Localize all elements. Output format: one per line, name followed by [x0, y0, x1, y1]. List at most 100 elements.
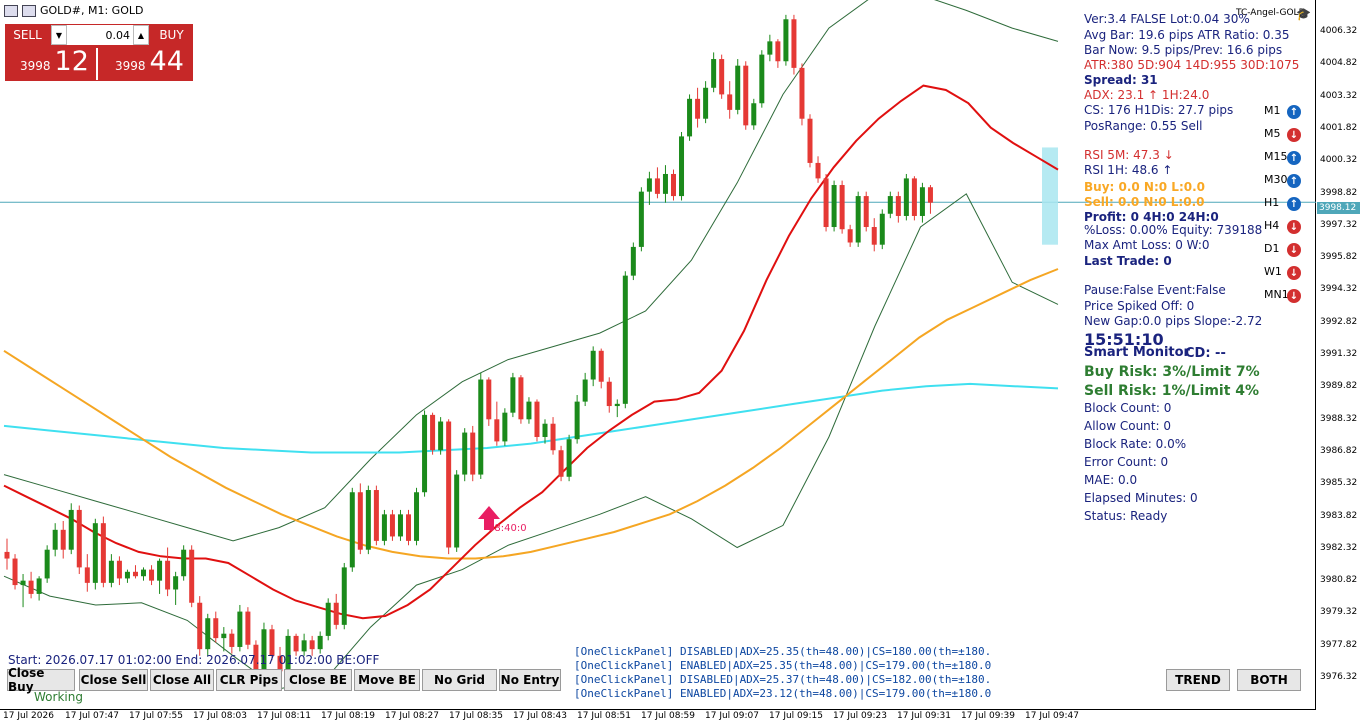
close-all-button[interactable]: Close All — [150, 669, 214, 691]
candle-body — [719, 59, 725, 95]
trend-mode-button[interactable]: TREND — [1166, 669, 1230, 691]
lot-increase-icon[interactable]: ▲ — [133, 25, 149, 45]
candle-body — [903, 178, 909, 216]
info-line: Profit: 0 4H:0 24H:0 — [1084, 210, 1219, 224]
lot-size-control[interactable]: ▼ 0.04 ▲ — [51, 25, 149, 45]
info-line: 15:51:10 — [1084, 330, 1164, 349]
buy-price-pips: 44 — [149, 46, 184, 77]
expert-advisor-cap-icon[interactable]: 🎓 — [1296, 7, 1311, 21]
no-entry-button[interactable]: No Entry — [499, 669, 561, 691]
time-axis-tick: 17 Jul 09:31 — [897, 711, 951, 721]
move-be-button[interactable]: Move BE — [354, 669, 420, 691]
sell-price[interactable]: 3998 12 — [6, 48, 98, 80]
price-axis-tick: 4000.32 — [1320, 155, 1358, 166]
chart-title: GOLD#, M1: GOLD — [40, 4, 144, 17]
trend-down-arrow-icon: ↓ — [1287, 289, 1301, 303]
close-sell-button[interactable]: Close Sell — [79, 669, 148, 691]
time-axis-tick: 17 Jul 08:11 — [257, 711, 311, 721]
price-axis-tick: 3998.82 — [1320, 187, 1358, 198]
bollinger-lower-band — [3, 193, 1059, 690]
current-price-tag: 3998.12 — [1317, 202, 1360, 214]
candle-body — [502, 412, 508, 442]
candle-body — [711, 59, 717, 88]
info-line: PosRange: 0.55 Sell — [1084, 119, 1203, 133]
candle-body — [879, 213, 885, 245]
trend-up-arrow-icon: ↑ — [1287, 105, 1301, 119]
info-line: Sell: 0.0 N:0 L:0.0 — [1084, 195, 1205, 209]
no-grid-button[interactable]: No Grid — [422, 669, 497, 691]
candle-body — [52, 529, 58, 550]
candle-body — [422, 414, 428, 493]
chart-menu-icon[interactable] — [4, 4, 18, 17]
trend-up-arrow-icon: ↑ — [1287, 151, 1301, 165]
chart-area[interactable] — [0, 0, 1316, 710]
candle-body — [333, 602, 339, 625]
price-axis-tick: 4006.32 — [1320, 26, 1358, 36]
info-line: Price Spiked Off: 0 — [1084, 299, 1195, 313]
price-axis-tick: 3997.32 — [1320, 219, 1358, 230]
candle-body — [357, 492, 363, 550]
candle-body — [470, 432, 476, 475]
candle-body — [12, 558, 18, 586]
candle-body — [132, 571, 138, 577]
candle-body — [743, 65, 749, 126]
buy-price[interactable]: 3998 44 — [101, 48, 193, 80]
log-line: [OneClickPanel] DISABLED|ADX=25.37(th=48… — [574, 673, 992, 686]
candle-body — [205, 618, 211, 650]
candle-body — [895, 196, 901, 216]
candle-body — [237, 611, 243, 647]
last-candle-highlight — [1042, 147, 1058, 245]
buy-entry-arrow-icon — [478, 506, 500, 530]
info-line: New Gap:0.0 pips Slope:-2.72 — [1084, 314, 1263, 328]
candle-body — [181, 549, 187, 577]
time-axis-tick: 17 Jul 08:51 — [577, 711, 631, 721]
info-line: ATR:380 5D:904 14D:955 30D:1075 — [1084, 58, 1300, 72]
info-line: Pause:False Event:False — [1084, 283, 1226, 297]
both-mode-button[interactable]: BOTH — [1237, 669, 1301, 691]
candle-body — [598, 350, 604, 382]
sell-button[interactable]: SELL — [13, 28, 42, 42]
price-axis-tick: 3979.32 — [1320, 607, 1358, 618]
timeframe-label-d1: D1 — [1264, 242, 1280, 255]
buy-button[interactable]: BUY — [159, 28, 184, 42]
candle-body — [221, 633, 227, 639]
lot-size-input[interactable]: 0.04 — [105, 28, 131, 42]
candle-body — [189, 549, 195, 603]
candle-body — [703, 87, 709, 119]
candle-body — [229, 633, 235, 647]
info-line: Block Count: 0 — [1084, 401, 1172, 415]
chart-window-icon[interactable] — [22, 4, 36, 17]
candle-body — [373, 490, 379, 541]
candle-body — [253, 644, 259, 672]
time-axis-tick: 17 Jul 08:19 — [321, 711, 375, 721]
candle-body — [173, 576, 179, 590]
candle-body — [478, 379, 484, 475]
candle-body — [526, 401, 532, 420]
time-axis-tick: 17 Jul 09:07 — [705, 711, 759, 721]
candle-body — [630, 246, 636, 276]
timeframe-label-m5: M5 — [1264, 127, 1281, 140]
candle-body — [662, 173, 668, 194]
price-axis-tick: 3992.82 — [1320, 316, 1358, 327]
candle-body — [60, 529, 66, 550]
candle-body — [149, 569, 155, 581]
candle-body — [309, 640, 315, 650]
clr-pips-button[interactable]: CLR Pips — [216, 669, 282, 691]
info-line: Error Count: 0 — [1084, 455, 1169, 469]
time-axis-tick: 17 Jul 08:43 — [513, 711, 567, 721]
candle-body — [799, 67, 805, 119]
candle-body — [301, 640, 307, 652]
candle-body — [261, 629, 267, 672]
lot-decrease-icon[interactable]: ▼ — [51, 25, 67, 45]
trend-up-arrow-icon: ↑ — [1287, 174, 1301, 188]
close-be-button[interactable]: Close BE — [284, 669, 352, 691]
info-line: Smart Monitor — [1084, 345, 1190, 360]
close-buy-button[interactable]: Close Buy — [7, 666, 75, 694]
time-axis-tick: 17 Jul 07:47 — [65, 711, 119, 721]
time-axis-tick: 17 Jul 09:47 — [1025, 711, 1079, 721]
candle-body — [414, 492, 420, 541]
candle-body — [735, 65, 741, 110]
info-line: Bar Now: 9.5 pips/Prev: 16.6 pips — [1084, 43, 1283, 57]
candle-body — [165, 560, 171, 590]
price-axis-tick: 3976.32 — [1320, 672, 1358, 682]
